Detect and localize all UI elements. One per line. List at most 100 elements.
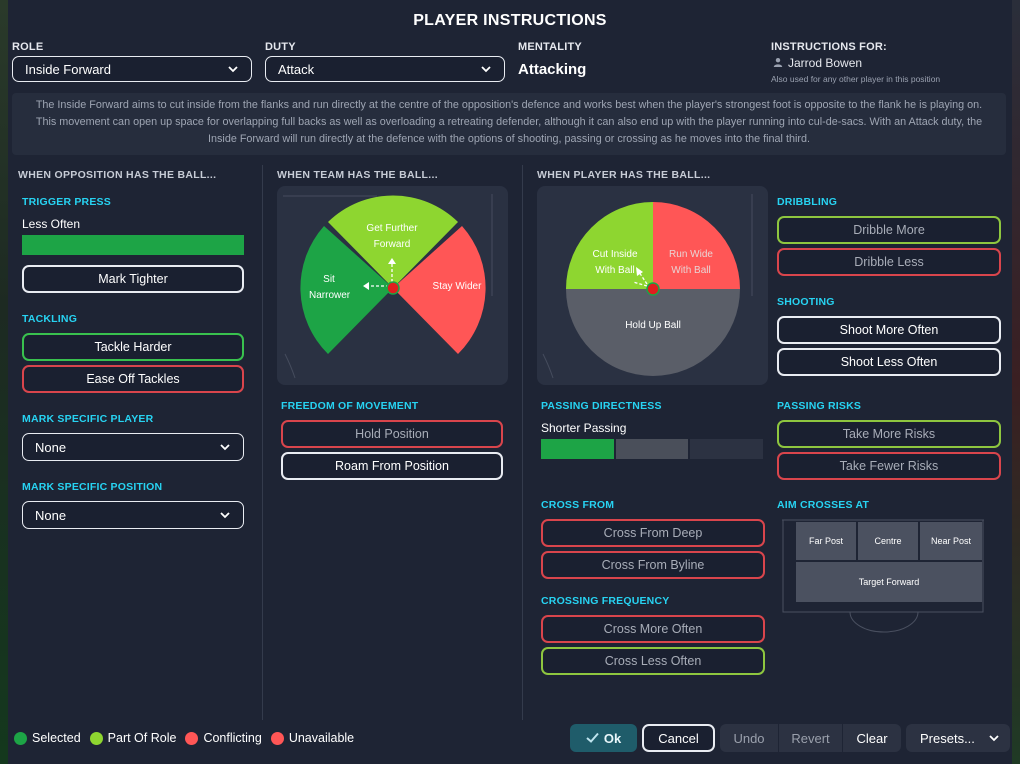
- background-edge-left: [0, 0, 8, 764]
- passing-directness-label: PASSING DIRECTNESS: [541, 400, 662, 412]
- dribbling-label: DRIBBLING: [777, 196, 838, 208]
- legend: Selected Part Of Role Conflicting Unavai…: [14, 731, 357, 745]
- run-wide-sector[interactable]: [653, 202, 740, 289]
- hold-position-button[interactable]: Hold Position: [281, 420, 503, 448]
- sit-narrower-label: Sit Narrower: [309, 274, 351, 301]
- target-forward-cell[interactable]: Target Forward: [796, 562, 982, 602]
- shoot-less-often-button[interactable]: Shoot Less Often: [777, 348, 1001, 376]
- cross-from-label: CROSS FROM: [541, 499, 615, 511]
- player-name-text: Jarrod Bowen: [788, 56, 863, 70]
- chevron-down-icon: [219, 509, 231, 521]
- undo-button[interactable]: Undo: [720, 724, 778, 752]
- mark-position-value: None: [35, 507, 67, 523]
- ease-off-tackles-button[interactable]: Ease Off Tackles: [22, 365, 244, 393]
- role-select-value: Inside Forward: [25, 61, 111, 77]
- mark-position-label: MARK SPECIFIC POSITION: [22, 481, 163, 493]
- legend-selected: Selected: [14, 731, 81, 745]
- shoot-more-often-button[interactable]: Shoot More Often: [777, 316, 1001, 344]
- part-of-role-dot-icon: [89, 731, 103, 745]
- trigger-press-slider[interactable]: [22, 235, 244, 255]
- dialog-title: PLAYER INSTRUCTIONS: [413, 12, 607, 29]
- selected-dot-icon: [14, 731, 27, 745]
- ok-button[interactable]: Ok: [570, 724, 637, 752]
- chevron-down-icon: [480, 63, 492, 75]
- player-note: Also used for any other player in this p…: [771, 74, 941, 84]
- player-ball-wheel: Cut Inside With Ball Run Wide With Ball …: [537, 186, 768, 385]
- background-edge-right: [1012, 0, 1020, 764]
- passing-directness-value: Shorter Passing: [541, 421, 627, 435]
- stay-wider-sector[interactable]: [393, 226, 486, 354]
- tackle-harder-button[interactable]: Tackle Harder: [22, 333, 244, 361]
- duty-select-value: Attack: [278, 61, 315, 77]
- mark-player-value: None: [35, 439, 67, 455]
- mark-tighter-button[interactable]: Mark Tighter: [22, 265, 244, 293]
- dribble-less-button[interactable]: Dribble Less: [777, 248, 1001, 276]
- clear-button[interactable]: Clear: [843, 724, 901, 752]
- conflicting-dot-icon: [185, 731, 199, 745]
- passing-directness-slider[interactable]: [541, 439, 763, 459]
- opposition-heading: WHEN OPPOSITION HAS THE BALL...: [18, 169, 217, 181]
- crossing-frequency-label: CROSSING FREQUENCY: [541, 595, 670, 607]
- instructions-for-label: INSTRUCTIONS FOR:: [771, 41, 887, 53]
- mark-position-select[interactable]: None: [22, 501, 244, 529]
- mark-player-select[interactable]: None: [22, 433, 244, 461]
- passing-directness-segment[interactable]: [541, 439, 614, 459]
- sit-narrower-sector[interactable]: [300, 226, 393, 354]
- player-name[interactable]: Jarrod Bowen: [773, 56, 862, 70]
- cut-inside-label: Cut Inside With Ball: [592, 249, 638, 276]
- cross-more-often-button[interactable]: Cross More Often: [541, 615, 765, 643]
- near-post-cell[interactable]: Near Post: [920, 522, 982, 560]
- duty-label: DUTY: [265, 41, 296, 53]
- cross-from-byline-button[interactable]: Cross From Byline: [541, 551, 765, 579]
- passing-directness-segment[interactable]: [690, 439, 763, 459]
- player-instructions-dialog: PLAYER INSTRUCTIONS ROLE Inside Forward …: [8, 0, 1012, 764]
- hold-up-ball-label: Hold Up Ball: [625, 320, 681, 331]
- trigger-press-fill: [22, 235, 244, 255]
- legend-conflicting: Conflicting: [185, 731, 262, 745]
- legend-unavailable: Unavailable: [270, 731, 354, 745]
- mentality-value: Attacking: [518, 61, 587, 78]
- person-icon: [773, 56, 783, 70]
- trigger-press-label: TRIGGER PRESS: [22, 196, 111, 208]
- aim-crosses-pitch: Far Post Centre Near Post Target Forward: [782, 518, 984, 636]
- get-further-forward-sector[interactable]: [328, 195, 458, 288]
- roam-from-position-button[interactable]: Roam From Position: [281, 452, 503, 480]
- tackling-label: TACKLING: [22, 313, 78, 325]
- cross-less-often-button[interactable]: Cross Less Often: [541, 647, 765, 675]
- chevron-down-icon: [227, 63, 239, 75]
- mark-player-label: MARK SPECIFIC PLAYER: [22, 413, 154, 425]
- role-select[interactable]: Inside Forward: [12, 56, 252, 82]
- freedom-label: FREEDOM OF MOVEMENT: [281, 400, 419, 412]
- revert-button[interactable]: Revert: [779, 724, 842, 752]
- passing-directness-segment[interactable]: [615, 439, 689, 459]
- column-divider: [522, 165, 523, 720]
- team-heading: WHEN TEAM HAS THE BALL...: [277, 169, 438, 181]
- check-icon: [586, 731, 599, 746]
- run-wide-label: Run Wide With Ball: [669, 249, 713, 276]
- take-fewer-risks-button[interactable]: Take Fewer Risks: [777, 452, 1001, 480]
- presets-button[interactable]: Presets...: [906, 724, 1010, 752]
- role-description: The Inside Forward aims to cut inside fr…: [12, 93, 1006, 155]
- team-movement-wheel: Sit Narrower Get Further Forward Stay Wi…: [277, 186, 508, 385]
- player-heading: WHEN PLAYER HAS THE BALL...: [537, 169, 711, 181]
- column-divider: [262, 165, 263, 720]
- cancel-button[interactable]: Cancel: [642, 724, 715, 752]
- trigger-press-value: Less Often: [22, 217, 81, 231]
- take-more-risks-button[interactable]: Take More Risks: [777, 420, 1001, 448]
- dribble-more-button[interactable]: Dribble More: [777, 216, 1001, 244]
- duty-select[interactable]: Attack: [265, 56, 505, 82]
- role-label: ROLE: [12, 41, 44, 53]
- far-post-cell[interactable]: Far Post: [796, 522, 856, 560]
- mentality-label: MENTALITY: [518, 41, 582, 53]
- chevron-down-icon: [219, 441, 231, 453]
- cut-inside-sector[interactable]: [566, 202, 653, 289]
- shooting-label: SHOOTING: [777, 296, 835, 308]
- player-position-marker: [386, 281, 400, 295]
- hold-up-ball-sector[interactable]: [566, 289, 740, 376]
- stay-wider-label: Stay Wider: [432, 281, 482, 292]
- centre-cell[interactable]: Centre: [858, 522, 918, 560]
- passing-risks-label: PASSING RISKS: [777, 400, 862, 412]
- chevron-down-icon: [988, 732, 1000, 744]
- cross-from-deep-button[interactable]: Cross From Deep: [541, 519, 765, 547]
- aim-crosses-label: AIM CROSSES AT: [777, 499, 870, 511]
